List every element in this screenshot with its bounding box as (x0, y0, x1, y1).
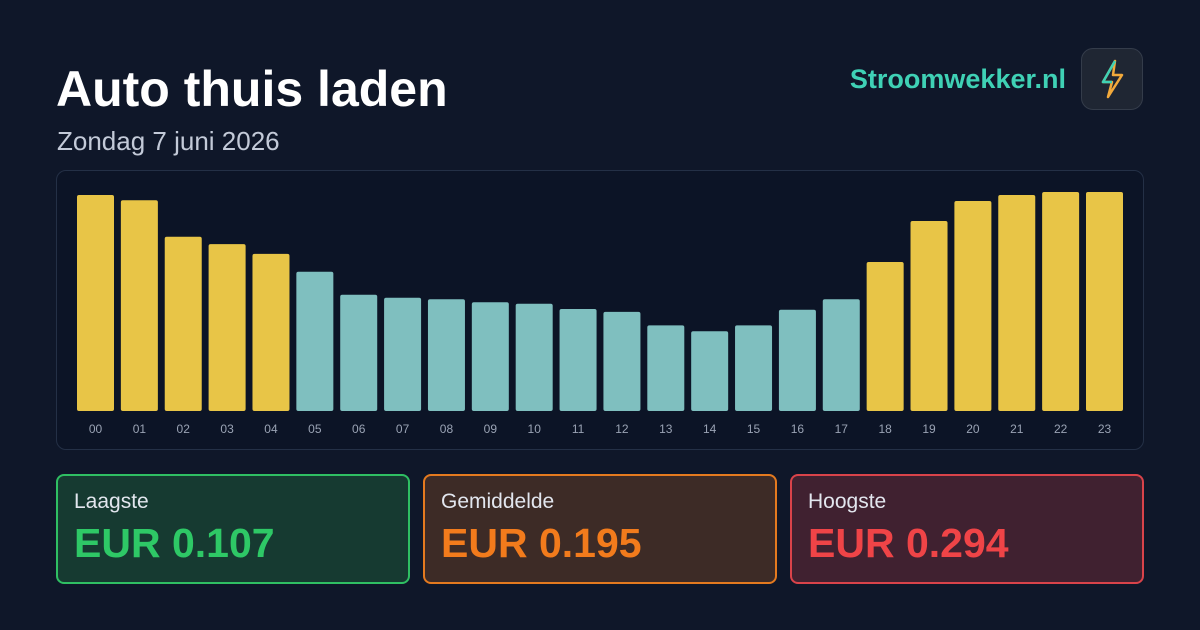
bar (427, 299, 465, 411)
x-tick-label: 14 (703, 422, 717, 436)
stat-value: EUR 0.195 (441, 520, 642, 566)
bolt (1101, 59, 1124, 99)
stat-value: EUR 0.294 (808, 520, 1009, 566)
x-tick-label: 21 (1010, 422, 1024, 436)
bar (910, 221, 948, 411)
bar (647, 325, 685, 411)
x-tick-label: 23 (1098, 422, 1112, 436)
x-tick-label: 22 (1054, 422, 1068, 436)
brand: Stroomwekker.nl (849, 64, 1066, 94)
bar (559, 308, 597, 411)
x-tick-label: 19 (922, 422, 936, 436)
bar (691, 331, 729, 411)
bar (471, 302, 509, 411)
x-tick-label: 09 (484, 422, 498, 436)
stat-label: Gemiddelde (441, 490, 555, 513)
x-tick-label: 12 (615, 422, 629, 436)
x-tick-label: 20 (966, 422, 980, 436)
bar (954, 200, 992, 411)
x-tick-label: 02 (177, 422, 191, 436)
stat-label: Laagste (74, 490, 149, 513)
x-tick-label: 15 (747, 422, 761, 436)
bar (164, 236, 202, 411)
x-tick-label: 04 (264, 422, 278, 436)
x-tick-label: 17 (835, 422, 849, 436)
stat-card: Gemiddelde EUR 0.195 (423, 474, 777, 584)
bar (340, 294, 378, 411)
bar (822, 299, 860, 411)
x-tick-label: 18 (878, 422, 892, 436)
x-tick-label: 05 (308, 422, 322, 436)
x-tick-label: 03 (220, 422, 234, 436)
bar (998, 194, 1036, 411)
bar (120, 200, 158, 411)
x-tick-label: 01 (133, 422, 147, 436)
bar (778, 309, 816, 411)
bar (735, 325, 773, 411)
x-tick-label: 06 (352, 422, 366, 436)
stat-card: Hoogste EUR 0.294 (790, 474, 1144, 584)
bar (252, 253, 290, 411)
x-tick-label: 16 (791, 422, 805, 436)
bar (1086, 192, 1123, 411)
bar (866, 262, 904, 411)
x-tick-label: 10 (528, 422, 542, 436)
stat-card: Laagste EUR 0.107 (56, 474, 410, 584)
bar (603, 311, 641, 411)
x-tick-label: 13 (659, 422, 673, 436)
title: Auto thuis laden (56, 61, 448, 117)
x-tick-label: 11 (572, 422, 585, 436)
bar (208, 244, 246, 411)
x-tick-label: 07 (396, 422, 410, 436)
brand-icon (1081, 48, 1143, 110)
bar (515, 303, 553, 411)
bar (296, 271, 334, 411)
bar (1042, 192, 1080, 411)
stat-label: Hoogste (808, 490, 887, 513)
subtitle: Zondag 7 juni 2026 (57, 126, 280, 156)
bar (384, 297, 422, 411)
stat-value: EUR 0.107 (74, 520, 275, 566)
bar (77, 194, 114, 411)
x-tick-label: 08 (440, 422, 454, 436)
x-tick-label: 00 (89, 422, 103, 436)
